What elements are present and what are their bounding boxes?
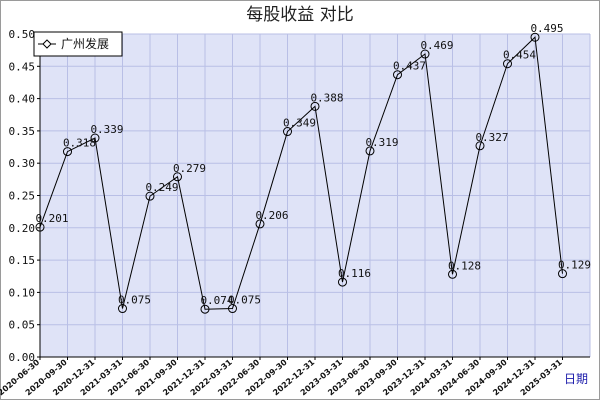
data-point-marker xyxy=(118,304,127,314)
y-tick-label: 0.50 xyxy=(9,28,36,41)
y-axis-ticks: 0.00 0.05 0.10 0.15 0.20 0.25 0.30 0.35 0.40 0.45… xyxy=(9,28,40,364)
data-label: 0.206 xyxy=(255,209,288,222)
data-label: 0.075 xyxy=(228,294,261,307)
data-point-marker xyxy=(228,304,237,314)
y-tick-label: 0.00 xyxy=(9,351,36,364)
data-label: 0.075 xyxy=(118,294,151,307)
data-label: 0.327 xyxy=(475,131,508,144)
data-point-marker xyxy=(365,146,375,156)
y-tick-label: 0.20 xyxy=(9,222,36,235)
data-point-marker xyxy=(503,59,512,69)
data-label: 0.469 xyxy=(420,39,453,52)
data-point-marker xyxy=(448,269,457,279)
x-axis-label: 日期 xyxy=(564,372,588,386)
chart-title: 每股收益 对比 xyxy=(246,5,353,25)
y-tick-label: 0.10 xyxy=(9,286,36,299)
legend[interactable]: 广州发展 xyxy=(33,31,123,57)
data-point-marker xyxy=(420,49,430,59)
data-points xyxy=(35,32,567,314)
data-label: 0.349 xyxy=(283,117,316,130)
data-labels: 0.2010.3180.3390.0750.2490.2790.0740.075… xyxy=(35,22,591,307)
data-label: 0.388 xyxy=(310,91,343,104)
data-label: 0.116 xyxy=(338,267,371,280)
data-point-marker xyxy=(530,32,540,42)
data-label: 0.318 xyxy=(63,137,96,150)
series-lines xyxy=(39,36,563,310)
data-point-marker xyxy=(283,127,292,137)
data-point-marker xyxy=(393,70,402,80)
data-point-marker xyxy=(200,304,210,314)
y-tick-label: 0.05 xyxy=(9,319,36,332)
data-label: 0.074 xyxy=(200,294,233,307)
data-point-marker xyxy=(63,147,72,157)
data-label: 0.319 xyxy=(365,136,398,149)
data-label: 0.279 xyxy=(173,162,206,175)
y-tick-label: 0.40 xyxy=(9,93,36,106)
data-label: 0.454 xyxy=(503,49,536,62)
data-label: 0.495 xyxy=(530,22,563,35)
y-tick-label: 0.35 xyxy=(9,125,36,138)
data-point-marker xyxy=(310,101,320,111)
data-point-marker xyxy=(338,277,347,287)
series-line xyxy=(39,36,563,310)
legend-label: 广州发展 xyxy=(61,36,109,51)
grid-lines xyxy=(39,33,591,358)
data-label: 0.249 xyxy=(145,181,178,194)
data-label: 0.128 xyxy=(448,259,481,272)
data-label: 0.437 xyxy=(393,60,426,73)
x-axis-ticks: 2020-06-302020-09-302020-12-312021-03-31… xyxy=(0,357,564,397)
y-tick-label: 0.30 xyxy=(9,157,36,170)
data-point-marker xyxy=(90,133,100,143)
data-point-marker xyxy=(255,219,265,229)
data-label: 0.339 xyxy=(90,123,123,136)
data-point-marker xyxy=(475,141,485,151)
y-tick-label: 0.15 xyxy=(9,254,36,267)
data-point-marker xyxy=(145,191,155,201)
data-point-marker xyxy=(558,269,567,279)
legend-diamond-icon xyxy=(42,39,52,49)
y-tick-label: 0.25 xyxy=(9,190,36,203)
data-label: 0.129 xyxy=(558,259,591,272)
y-tick-label: 0.45 xyxy=(9,60,36,73)
data-point-marker xyxy=(35,222,45,232)
data-point-marker xyxy=(173,172,182,182)
data-label: 0.201 xyxy=(35,212,68,225)
